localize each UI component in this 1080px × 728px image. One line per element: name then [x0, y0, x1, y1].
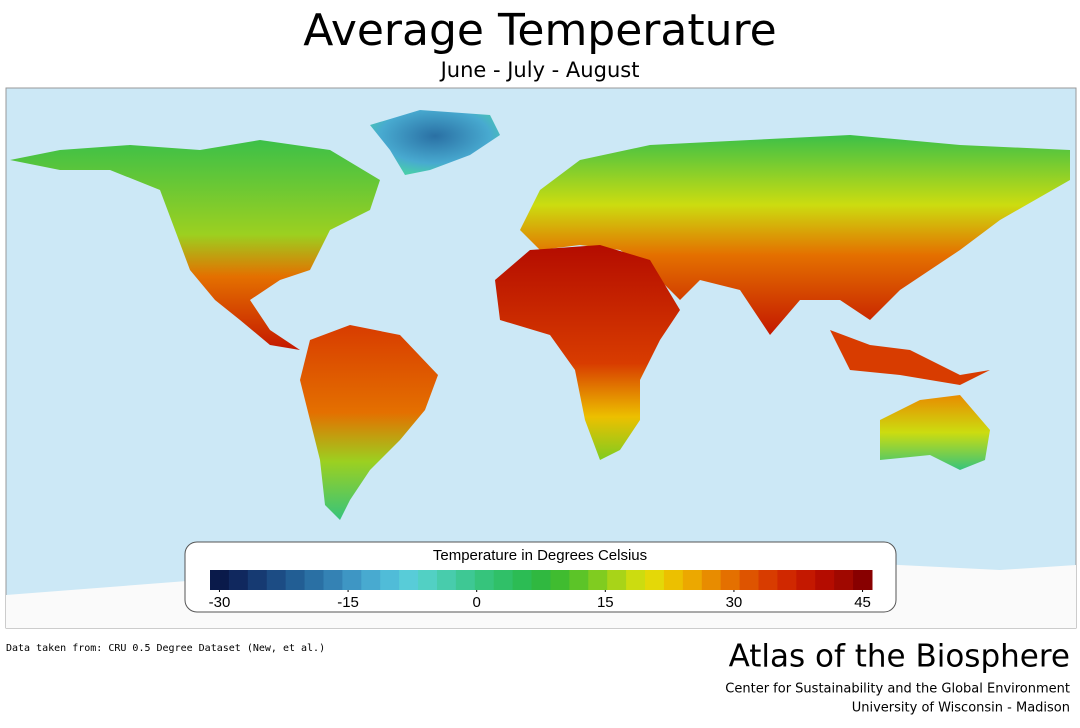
tick-label: -15 — [337, 594, 359, 611]
southeast-asia — [830, 330, 990, 385]
color-step — [569, 570, 589, 590]
color-step — [342, 570, 362, 590]
color-step — [720, 570, 741, 590]
color-step — [834, 570, 854, 590]
color-step — [210, 570, 230, 590]
title: Average Temperature — [303, 5, 776, 56]
eurasia — [520, 135, 1070, 335]
color-step — [682, 570, 703, 590]
color-step — [474, 570, 495, 590]
color-step — [853, 570, 873, 590]
greenland — [370, 110, 500, 175]
center-name: Center for Sustainability and the Global… — [725, 682, 1070, 697]
color-step — [285, 570, 306, 590]
color-step — [380, 570, 400, 590]
color-step — [247, 570, 268, 590]
source-note: Data taken from: CRU 0.5 Degree Dataset … — [6, 643, 325, 654]
color-step — [455, 570, 476, 590]
color-step — [796, 570, 816, 590]
south-america — [300, 325, 438, 520]
color-step — [758, 570, 778, 590]
color-step — [550, 570, 570, 590]
color-step — [626, 570, 646, 590]
color-step — [663, 570, 684, 590]
color-step — [701, 570, 722, 590]
legend-title: Temperature in Degrees Celsius — [433, 547, 647, 564]
university: University of Wisconsin - Madison — [852, 701, 1070, 716]
color-step — [228, 570, 249, 590]
tick-label: 15 — [597, 594, 614, 611]
color-step — [266, 570, 287, 590]
africa — [495, 245, 680, 460]
color-step — [512, 570, 533, 590]
color-step — [418, 570, 438, 590]
australia — [880, 395, 990, 470]
brand: Atlas of the Biosphere — [729, 639, 1070, 675]
color-step — [399, 570, 419, 590]
color-step — [777, 570, 797, 590]
tick-label: -30 — [209, 594, 231, 611]
color-step — [493, 570, 514, 590]
legend: Temperature in Degrees Celsius -30 -15 0 15… — [184, 541, 897, 613]
north-america — [10, 140, 380, 350]
color-step — [531, 570, 551, 590]
color-step — [304, 570, 324, 590]
subtitle: June - July - August — [439, 58, 640, 82]
color-step — [815, 570, 835, 590]
tick-label: 0 — [473, 594, 481, 611]
color-step — [607, 570, 627, 590]
color-step — [323, 570, 343, 590]
color-step — [588, 570, 608, 590]
tick-label: 45 — [854, 594, 871, 611]
tick-label: 30 — [726, 594, 743, 611]
color-step — [361, 570, 381, 590]
color-step — [645, 570, 665, 590]
color-step — [739, 570, 760, 590]
color-step — [436, 570, 457, 590]
